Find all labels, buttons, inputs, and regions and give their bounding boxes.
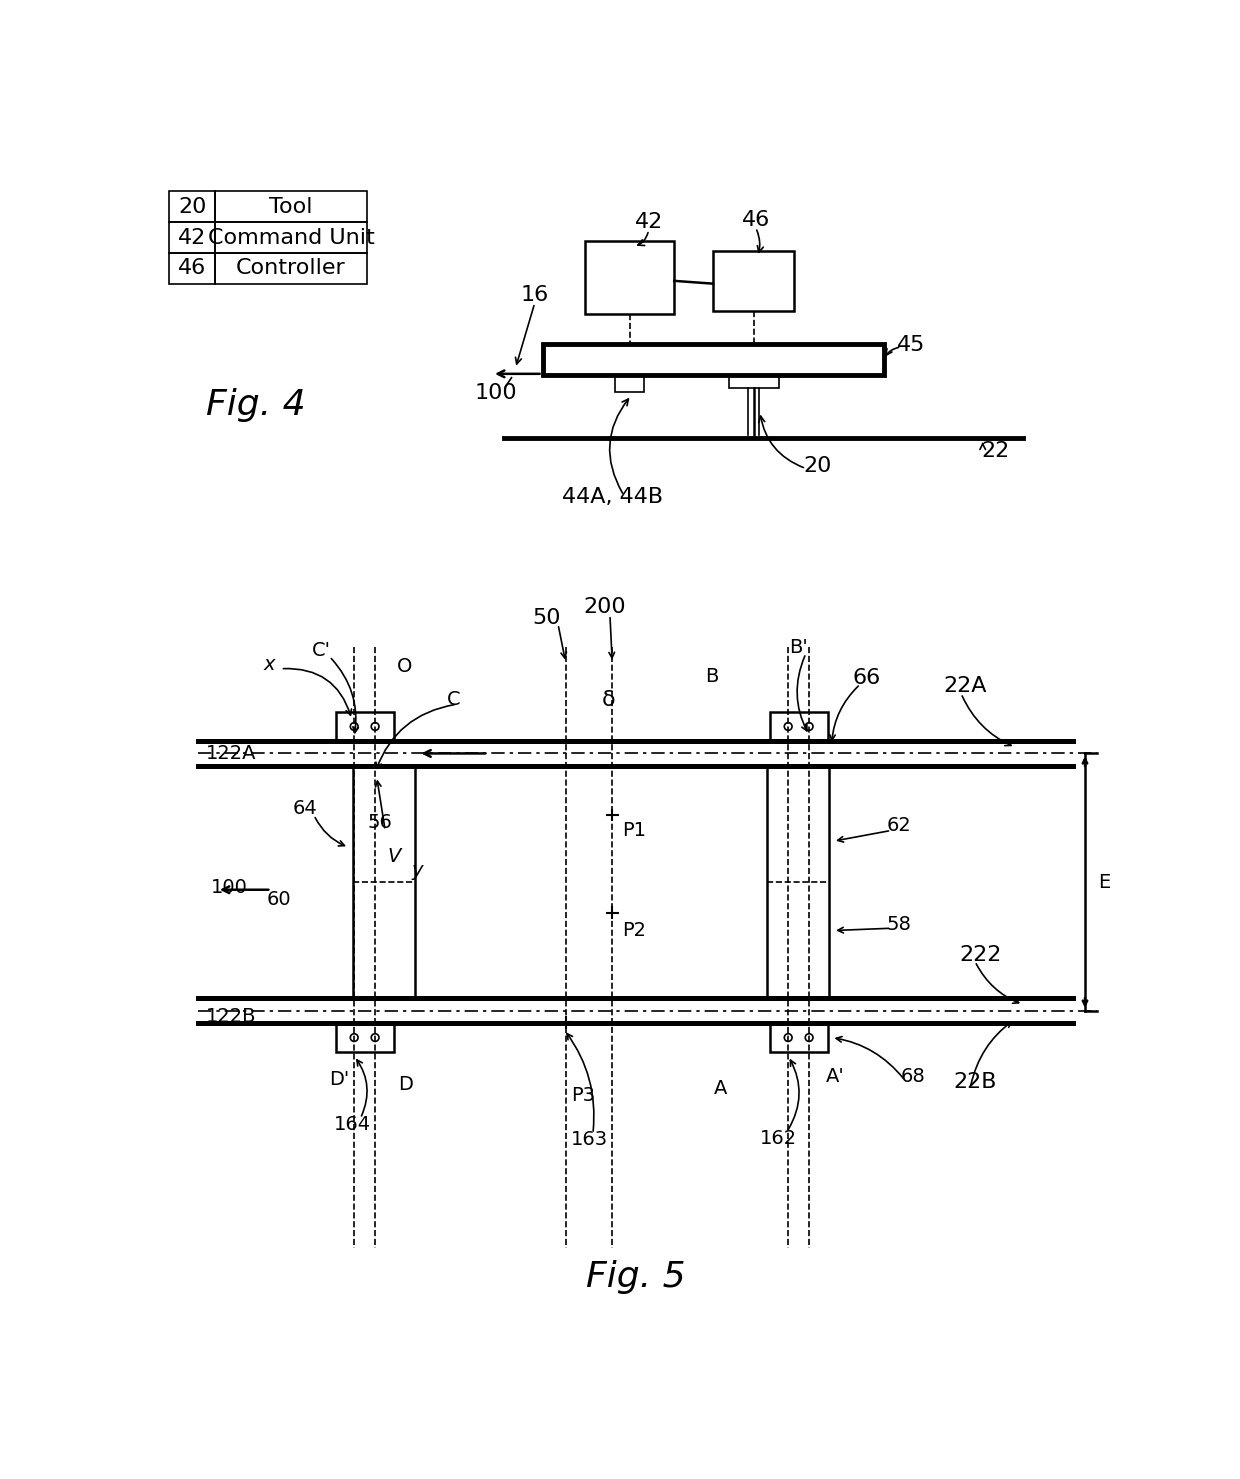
Text: 100: 100 xyxy=(211,879,248,896)
Text: 22A: 22A xyxy=(944,676,987,695)
Bar xyxy=(169,191,216,222)
Text: 56: 56 xyxy=(367,813,392,833)
Bar xyxy=(585,241,675,314)
Text: C: C xyxy=(446,691,460,708)
Bar xyxy=(216,222,367,253)
Text: O: O xyxy=(397,657,412,676)
Text: P2: P2 xyxy=(622,921,646,941)
Text: 68: 68 xyxy=(900,1068,925,1087)
Text: A: A xyxy=(714,1078,728,1097)
Text: 42: 42 xyxy=(635,211,663,232)
Text: 122B: 122B xyxy=(206,1007,255,1026)
Bar xyxy=(336,1023,394,1052)
Text: 16: 16 xyxy=(521,285,549,305)
Text: D: D xyxy=(398,1075,413,1094)
Text: P3: P3 xyxy=(570,1086,595,1105)
Text: 100: 100 xyxy=(475,383,517,404)
Text: δ: δ xyxy=(601,689,615,710)
Text: y: y xyxy=(412,861,423,880)
Text: 20: 20 xyxy=(804,456,832,476)
Text: x: x xyxy=(264,655,275,674)
Bar xyxy=(336,711,394,741)
Text: Fig. 4: Fig. 4 xyxy=(206,387,305,422)
Text: 45: 45 xyxy=(897,336,925,355)
Bar xyxy=(770,711,828,741)
Text: 163: 163 xyxy=(570,1130,608,1149)
Bar xyxy=(770,1023,828,1052)
Text: 222: 222 xyxy=(960,945,1002,966)
Bar xyxy=(729,374,779,389)
Text: V: V xyxy=(387,847,401,867)
Text: 42: 42 xyxy=(179,228,206,247)
Bar xyxy=(615,374,645,392)
Text: 164: 164 xyxy=(334,1115,371,1134)
Text: C': C' xyxy=(312,640,331,660)
Text: E: E xyxy=(1099,873,1111,892)
Text: P1: P1 xyxy=(622,821,646,840)
Bar xyxy=(197,998,1074,1023)
Text: B': B' xyxy=(789,637,807,657)
Text: 162: 162 xyxy=(760,1128,797,1148)
Bar xyxy=(169,253,216,284)
Text: D': D' xyxy=(330,1071,350,1090)
Text: 46: 46 xyxy=(179,259,206,278)
Text: 58: 58 xyxy=(887,916,911,933)
Text: 22: 22 xyxy=(982,441,1011,461)
Text: 20: 20 xyxy=(179,197,206,217)
Text: 46: 46 xyxy=(742,210,770,229)
Text: 62: 62 xyxy=(887,816,911,836)
Bar xyxy=(216,191,367,222)
Bar xyxy=(169,222,216,253)
Text: Controller: Controller xyxy=(236,259,346,278)
Text: 200: 200 xyxy=(583,598,626,617)
Text: A': A' xyxy=(826,1068,844,1087)
Bar xyxy=(197,741,1074,766)
Bar xyxy=(713,250,795,311)
Text: 60: 60 xyxy=(267,890,291,910)
Bar xyxy=(543,343,883,374)
Bar xyxy=(216,253,367,284)
Text: 64: 64 xyxy=(293,799,317,818)
Text: Command Unit: Command Unit xyxy=(207,228,374,247)
Text: 22B: 22B xyxy=(954,1072,997,1092)
Text: 50: 50 xyxy=(532,608,560,629)
Text: Fig. 5: Fig. 5 xyxy=(585,1260,686,1294)
Text: B: B xyxy=(704,667,718,686)
Text: 122A: 122A xyxy=(206,744,255,763)
Text: 44A, 44B: 44A, 44B xyxy=(562,487,663,507)
Text: Tool: Tool xyxy=(269,197,312,217)
Text: 66: 66 xyxy=(852,669,880,688)
